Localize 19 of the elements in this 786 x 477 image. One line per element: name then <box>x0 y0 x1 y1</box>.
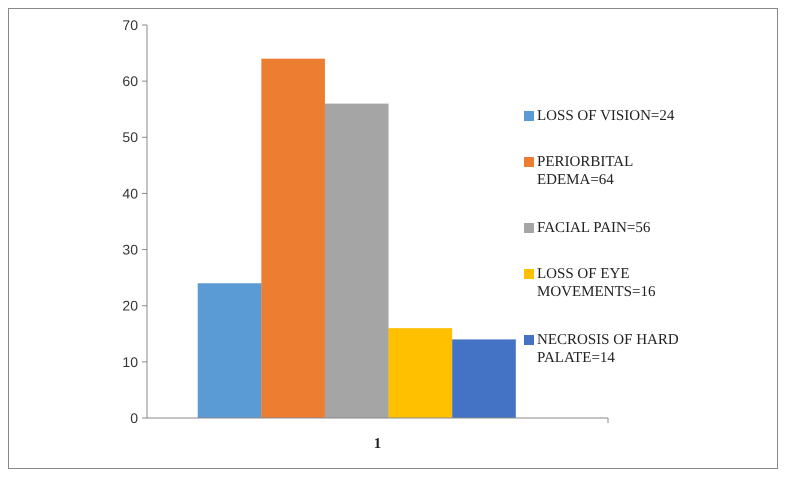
y-tick-label: 20 <box>122 298 138 314</box>
legend-label: FACIAL PAIN=56 <box>537 220 651 236</box>
legend-label: PERIORBITAL EDEMA=64 <box>537 154 634 188</box>
y-tick-label: 10 <box>122 354 138 370</box>
y-tick-label: 40 <box>122 185 138 202</box>
legend-label: NECROSIS OF HARD PALATE=14 <box>537 332 679 366</box>
legend-label: LOSS OF VISION=24 <box>537 108 675 124</box>
y-tick-label: 0 <box>130 410 138 426</box>
x-tick-label: 1 <box>374 436 382 452</box>
y-tick-label: 60 <box>122 73 138 90</box>
legend-label: LOSS OF EYE MOVEMENTS=16 <box>537 266 656 300</box>
bar <box>261 58 325 418</box>
bar <box>324 104 389 418</box>
y-tick-label: 30 <box>122 241 138 258</box>
bar <box>452 339 516 418</box>
y-tick-label: 50 <box>122 129 138 146</box>
y-tick-label: 70 <box>122 16 138 33</box>
bar <box>388 328 452 418</box>
bar <box>198 283 262 418</box>
